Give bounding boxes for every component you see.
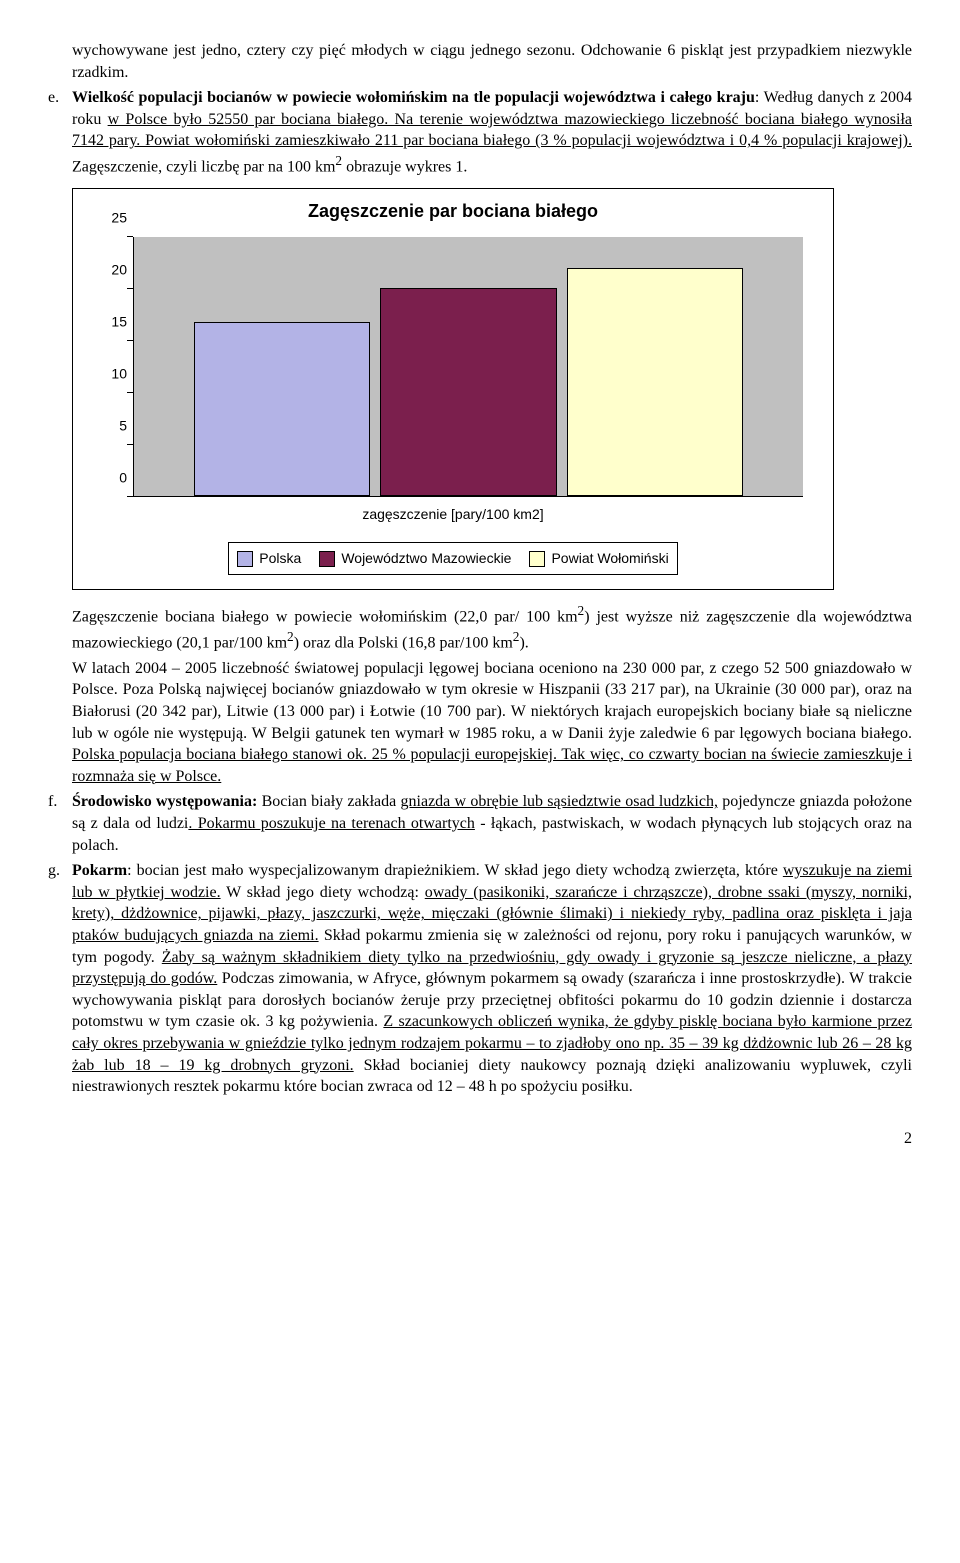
item-f-u1: gniazda w obrębie lub sąsiedztwie osad l… [401,793,718,810]
legend-swatch [529,551,545,567]
legend-label: Województwo Mazowieckie [341,549,511,568]
bar [194,322,370,496]
list-letter-f: f. [48,791,72,856]
worldpop-b-underline: Polska populacja bociana białego stanowi… [72,746,912,785]
item-g-t1: : bocian jest mało wyspecjalizowanym dra… [127,862,783,879]
legend-item: Polska [237,549,301,568]
legend-swatch [319,551,335,567]
item-g-lead: Pokarm [72,862,127,879]
y-tick-label: 25 [99,209,127,228]
legend-label: Polska [259,549,301,568]
worldpop-a: W latach 2004 – 2005 liczebność światowe… [72,660,912,742]
y-tick-label: 15 [99,313,127,332]
item-e-t5: obrazuje wykres 1. [342,158,467,175]
paragraph-world-pop: W latach 2004 – 2005 liczebność światowe… [72,658,912,788]
list-item-g: g. Pokarm: bocian jest mało wyspecjalizo… [48,860,912,1098]
item-f-lead: Środowisko występowania: [72,793,257,810]
y-tick-mark [127,340,133,341]
density-c: ) oraz dla Polski (16,8 par/100 km [294,634,513,651]
plot-area: 0510152025 [133,237,803,497]
paragraph-density: Zagęszczenie bociana białego w powiecie … [72,602,912,654]
list-body-f: Środowisko występowania: Bocian biały za… [72,791,912,856]
chart-title: Zagęszczenie par bociana białego [93,199,813,223]
bar [567,268,743,496]
item-f-u2: . Pokarmu poszukuje na terenach otwartyc… [188,815,475,832]
item-e-lead: Wielkość populacji bocianów w powiecie w… [72,89,755,106]
y-tick-mark [127,392,133,393]
density-d: ). [519,634,528,651]
legend-item: Powiat Wołomiński [529,549,668,568]
list-letter-e: e. [48,87,72,178]
bars-container [134,237,803,496]
legend-swatch [237,551,253,567]
list-item-f: f. Środowisko występowania: Bocian biały… [48,791,912,856]
list-letter-g: g. [48,860,72,1098]
item-e-t4: Zagęszczenie, czyli liczbę par na 100 km [72,158,335,175]
chart-legend: Polska Województwo Mazowieckie Powiat Woło… [228,542,677,575]
plot-box [133,237,803,497]
list-body-g: Pokarm: bocian jest mało wyspecjalizowan… [72,860,912,1098]
item-g-t3: W skład jego diety wchodzą: [221,884,425,901]
y-tick-mark [127,288,133,289]
density-a: Zagęszczenie bociana białego w powiecie … [72,608,578,625]
item-e-underline: w Polsce było 52550 par bociana białego.… [72,111,912,150]
page-number: 2 [48,1128,912,1150]
legend-item: Województwo Mazowieckie [319,549,511,568]
chart-frame: Zagęszczenie par bociana białego 0510152… [72,188,834,590]
sup2-b: 2 [287,629,294,644]
y-tick-label: 10 [99,365,127,384]
y-tick-mark [127,496,133,497]
y-tick-mark [127,444,133,445]
legend-label: Powiat Wołomiński [551,549,668,568]
list-body-e: Wielkość populacji bocianów w powiecie w… [72,87,912,178]
y-tick-mark [127,236,133,237]
list-item-e: e. Wielkość populacji bocianów w powieci… [48,87,912,178]
item-f-t1: Bocian biały zakłada [257,793,400,810]
y-tick-label: 0 [99,469,127,488]
paragraph-intro: wychowywane jest jedno, cztery czy pięć … [72,40,912,83]
x-axis-label: zagęszczenie [pary/100 km2] [93,505,813,524]
y-tick-label: 20 [99,261,127,280]
bar [380,288,556,496]
y-tick-label: 5 [99,417,127,436]
